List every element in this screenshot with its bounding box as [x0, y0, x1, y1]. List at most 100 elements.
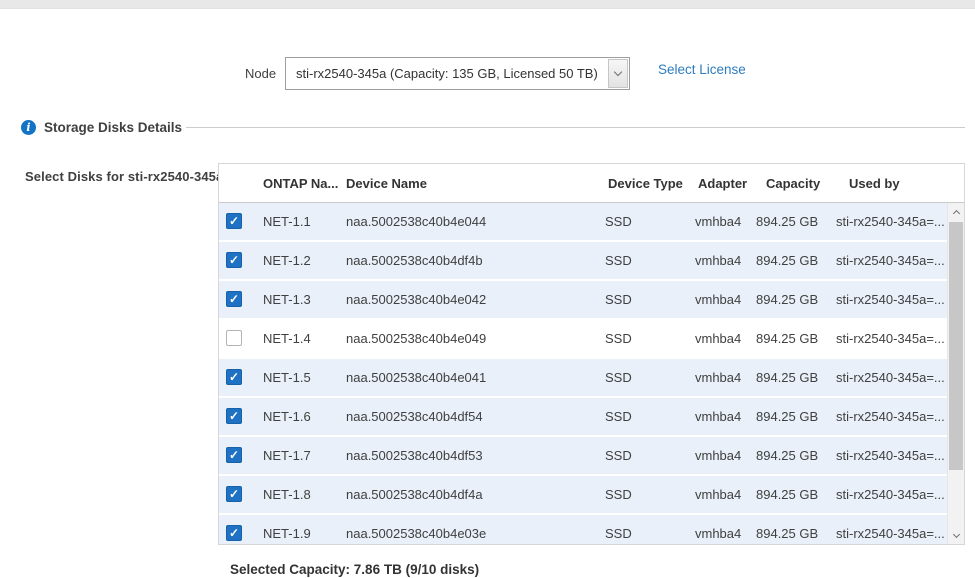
- table-row: NET-1.2 naa.5002538c40b4df4b SSD vmhba4 …: [219, 242, 947, 279]
- cell-used-by: sti-rx2540-345a=...: [836, 526, 944, 541]
- cell-device-name: naa.5002538c40b4e03e: [346, 526, 487, 541]
- table-row: NET-1.7 naa.5002538c40b4df53 SSD vmhba4 …: [219, 437, 947, 474]
- disk-checkbox[interactable]: [226, 408, 242, 424]
- chevron-down-icon: [613, 67, 623, 77]
- disk-checkbox[interactable]: [226, 369, 242, 385]
- cell-ontap-name: NET-1.8: [263, 487, 311, 502]
- table-body: NET-1.1 naa.5002538c40b4e044 SSD vmhba4 …: [219, 203, 964, 544]
- chevron-down-icon: [952, 530, 960, 538]
- cell-used-by: sti-rx2540-345a=...: [836, 370, 944, 385]
- cell-ontap-name: NET-1.9: [263, 526, 311, 541]
- cell-device-name: naa.5002538c40b4df54: [346, 409, 483, 424]
- cell-adapter: vmhba4: [695, 370, 742, 385]
- col-header-adapter: Adapter: [698, 176, 748, 191]
- disk-select-label: Select Disks for sti-rx2540-345a: [25, 169, 224, 184]
- scroll-up-button[interactable]: [948, 203, 964, 220]
- cell-capacity: 894.25 GB: [756, 526, 819, 541]
- cell-device-name: naa.5002538c40b4e049: [346, 331, 487, 346]
- cell-capacity: 894.25 GB: [756, 292, 819, 307]
- cell-ontap-name: NET-1.2: [263, 253, 311, 268]
- cell-device-name: naa.5002538c40b4e042: [346, 292, 487, 307]
- disk-checkbox[interactable]: [226, 447, 242, 463]
- select-license-link[interactable]: Select License: [658, 62, 746, 77]
- section-divider: [186, 127, 965, 128]
- cell-device-type: SSD: [605, 292, 632, 307]
- table-row: NET-1.5 naa.5002538c40b4e041 SSD vmhba4 …: [219, 359, 947, 396]
- cell-used-by: sti-rx2540-345a=...: [836, 214, 944, 229]
- top-bar: [0, 0, 975, 9]
- cell-capacity: 894.25 GB: [756, 409, 819, 424]
- table-header: ONTAP Na... Device Name Device Type Adap…: [219, 164, 964, 203]
- cell-device-type: SSD: [605, 331, 632, 346]
- cell-adapter: vmhba4: [695, 448, 742, 463]
- table-row: NET-1.9 naa.5002538c40b4e03e SSD vmhba4 …: [219, 515, 947, 544]
- table-row: NET-1.4 naa.5002538c40b4e049 SSD vmhba4 …: [219, 320, 947, 357]
- cell-used-by: sti-rx2540-345a=...: [836, 409, 944, 424]
- cell-device-type: SSD: [605, 448, 632, 463]
- col-header-device-name: Device Name: [346, 176, 427, 191]
- disk-checkbox[interactable]: [226, 330, 242, 346]
- table-scrollbar[interactable]: [947, 203, 964, 544]
- cell-adapter: vmhba4: [695, 292, 742, 307]
- cell-device-type: SSD: [605, 370, 632, 385]
- node-label: Node: [245, 66, 277, 81]
- cell-capacity: 894.25 GB: [756, 448, 819, 463]
- cell-device-name: naa.5002538c40b4e041: [346, 370, 487, 385]
- cell-device-type: SSD: [605, 409, 632, 424]
- cell-ontap-name: NET-1.3: [263, 292, 311, 307]
- cell-adapter: vmhba4: [695, 214, 742, 229]
- col-header-ontap-name: ONTAP Na...: [263, 176, 339, 191]
- disk-checkbox[interactable]: [226, 291, 242, 307]
- cell-used-by: sti-rx2540-345a=...: [836, 292, 944, 307]
- cell-capacity: 894.25 GB: [756, 253, 819, 268]
- col-header-capacity: Capacity: [766, 176, 821, 191]
- section-title: Storage Disks Details: [44, 120, 183, 135]
- col-header-device-type: Device Type: [608, 176, 683, 191]
- cell-capacity: 894.25 GB: [756, 487, 819, 502]
- disk-checkbox[interactable]: [226, 213, 242, 229]
- select-arrow-box[interactable]: [608, 59, 628, 88]
- cell-capacity: 894.25 GB: [756, 331, 819, 346]
- table-row: NET-1.1 naa.5002538c40b4e044 SSD vmhba4 …: [219, 203, 947, 240]
- scroll-down-button[interactable]: [948, 527, 964, 544]
- cell-adapter: vmhba4: [695, 331, 742, 346]
- disk-checkbox[interactable]: [226, 486, 242, 502]
- cell-adapter: vmhba4: [695, 487, 742, 502]
- cell-adapter: vmhba4: [695, 253, 742, 268]
- disk-checkbox[interactable]: [226, 252, 242, 268]
- cell-capacity: 894.25 GB: [756, 370, 819, 385]
- cell-device-type: SSD: [605, 526, 632, 541]
- node-select-value: sti-rx2540-345a (Capacity: 135 GB, Licen…: [296, 66, 598, 81]
- scrollbar-thumb[interactable]: [949, 222, 963, 470]
- cell-device-name: naa.5002538c40b4df4a: [346, 487, 483, 502]
- cell-capacity: 894.25 GB: [756, 214, 819, 229]
- info-icon: i: [21, 120, 36, 135]
- cell-device-name: naa.5002538c40b4df53: [346, 448, 483, 463]
- cell-used-by: sti-rx2540-345a=...: [836, 253, 944, 268]
- table-row: NET-1.8 naa.5002538c40b4df4a SSD vmhba4 …: [219, 476, 947, 513]
- table-row: NET-1.6 naa.5002538c40b4df54 SSD vmhba4 …: [219, 398, 947, 435]
- disks-table: ONTAP Na... Device Name Device Type Adap…: [218, 163, 965, 545]
- disk-checkbox[interactable]: [226, 525, 242, 541]
- cell-ontap-name: NET-1.5: [263, 370, 311, 385]
- cell-ontap-name: NET-1.6: [263, 409, 311, 424]
- cell-ontap-name: NET-1.7: [263, 448, 311, 463]
- table-rows: NET-1.1 naa.5002538c40b4e044 SSD vmhba4 …: [219, 203, 947, 544]
- selected-capacity-text: Selected Capacity: 7.86 TB (9/10 disks): [230, 562, 480, 577]
- cell-device-type: SSD: [605, 487, 632, 502]
- cell-adapter: vmhba4: [695, 409, 742, 424]
- cell-adapter: vmhba4: [695, 526, 742, 541]
- table-row: NET-1.3 naa.5002538c40b4e042 SSD vmhba4 …: [219, 281, 947, 318]
- node-select[interactable]: sti-rx2540-345a (Capacity: 135 GB, Licen…: [285, 57, 630, 90]
- chevron-up-icon: [952, 209, 960, 217]
- cell-used-by: sti-rx2540-345a=...: [836, 487, 944, 502]
- cell-device-name: naa.5002538c40b4e044: [346, 214, 487, 229]
- col-header-used-by: Used by: [849, 176, 900, 191]
- cell-used-by: sti-rx2540-345a=...: [836, 331, 944, 346]
- cell-used-by: sti-rx2540-345a=...: [836, 448, 944, 463]
- cell-ontap-name: NET-1.4: [263, 331, 311, 346]
- cell-device-type: SSD: [605, 253, 632, 268]
- cell-device-name: naa.5002538c40b4df4b: [346, 253, 483, 268]
- cell-ontap-name: NET-1.1: [263, 214, 311, 229]
- cell-device-type: SSD: [605, 214, 632, 229]
